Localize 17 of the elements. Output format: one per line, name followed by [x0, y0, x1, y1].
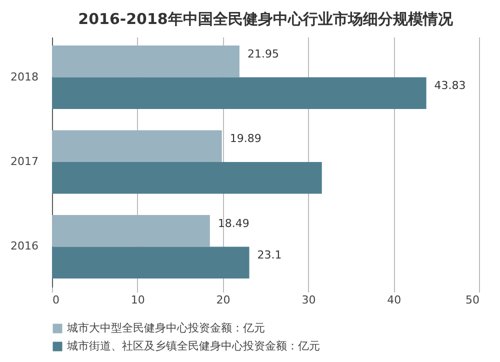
y-tick-label: 2018 — [10, 70, 38, 84]
chart-title: 2016-2018年中国全民健身中心行业市场细分规模情况 — [78, 10, 454, 28]
data-label: 18.49 — [218, 216, 250, 230]
data-label: 43.83 — [434, 79, 466, 92]
x-tick-label: 30 — [302, 294, 316, 306]
x-tick-label: 0 — [52, 294, 60, 306]
legend-label: 城市街道、社区及乡镇全民健身中心投资金额：亿元 — [66, 340, 320, 352]
data-label: 23.1 — [257, 248, 282, 262]
x-tick-label: 10 — [130, 294, 145, 306]
x-tick-label: 40 — [387, 294, 402, 306]
legend-label: 城市大中型全民健身中心投资金额：亿元 — [66, 322, 265, 334]
data-label: 21.95 — [247, 47, 279, 60]
data-label: 19.89 — [230, 132, 262, 146]
y-tick-label: 2017 — [10, 155, 38, 168]
x-tick-label: 20 — [216, 294, 230, 306]
x-tick-label: 50 — [466, 294, 480, 306]
y-tick-label: 2016 — [10, 240, 38, 253]
